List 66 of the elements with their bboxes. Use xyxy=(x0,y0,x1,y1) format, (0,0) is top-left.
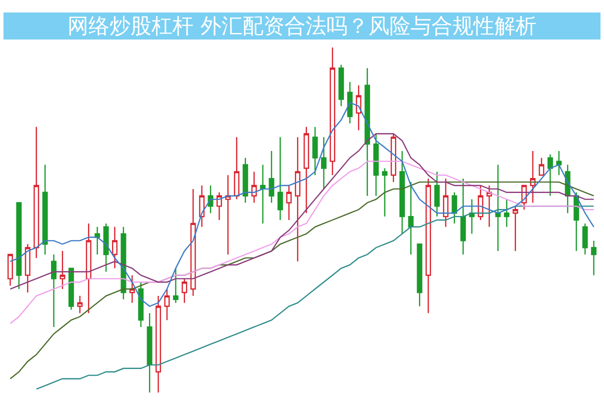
candlestick xyxy=(512,206,518,252)
candlestick xyxy=(460,178,466,256)
candlestick xyxy=(286,184,292,221)
candlestick xyxy=(234,136,240,200)
candlestick xyxy=(225,174,231,256)
candlestick xyxy=(408,181,414,256)
candlestick xyxy=(556,150,562,176)
candlestick xyxy=(24,244,30,294)
candlestick xyxy=(373,133,379,196)
candlestick xyxy=(434,171,440,218)
candlestick xyxy=(582,222,588,256)
candlestick xyxy=(312,126,318,176)
candlestick xyxy=(321,136,327,190)
candlestick xyxy=(504,198,510,228)
candlestick xyxy=(442,178,448,228)
candlestick xyxy=(399,150,405,234)
candlestick xyxy=(452,192,458,224)
candlestick xyxy=(199,184,205,228)
candlestick xyxy=(294,136,300,262)
candlestick xyxy=(68,268,74,310)
candlestick xyxy=(7,254,13,286)
candlestick xyxy=(356,84,362,131)
candlestick xyxy=(347,81,353,124)
candlestick xyxy=(277,136,283,221)
candlestick xyxy=(268,150,274,204)
candlestick xyxy=(538,157,544,176)
candlestick xyxy=(120,226,126,300)
candlestick xyxy=(86,222,92,314)
candlestick xyxy=(60,250,66,290)
candlestick xyxy=(416,244,422,307)
candlestick xyxy=(182,278,188,304)
candlestick xyxy=(103,222,109,272)
candlestick xyxy=(478,184,484,221)
candlestick xyxy=(112,226,118,269)
candlestick xyxy=(426,178,432,314)
candlestick xyxy=(260,164,266,224)
candlestick xyxy=(190,188,196,297)
candlestick xyxy=(495,164,501,252)
candlestick xyxy=(469,198,475,234)
candlestick xyxy=(330,46,336,176)
chart-title: 网络炒股杠杆 外汇配资合法吗？风险与合规性解析 xyxy=(68,14,536,38)
candlestick xyxy=(138,282,144,328)
candlestick xyxy=(251,171,257,204)
candlestick xyxy=(591,240,597,276)
candlestick xyxy=(530,150,536,204)
candlestick xyxy=(164,288,170,321)
candlestick xyxy=(574,192,580,252)
candlestick xyxy=(172,268,178,304)
candlestick xyxy=(547,154,553,196)
candlestick xyxy=(364,68,370,196)
candlestick xyxy=(77,295,83,314)
candlestick xyxy=(216,192,222,221)
candlestick xyxy=(42,164,48,256)
candlestick xyxy=(129,274,135,304)
candlestick xyxy=(390,133,396,183)
candlestick xyxy=(304,126,310,214)
candlestick xyxy=(16,202,22,290)
candlestick xyxy=(338,64,344,107)
candlestick xyxy=(146,312,152,394)
candlestick xyxy=(242,157,248,204)
candlestick xyxy=(51,254,57,328)
candlestick xyxy=(486,184,492,228)
candlestick xyxy=(34,126,40,259)
candlestick xyxy=(382,168,388,218)
candlestick xyxy=(94,226,100,256)
candlestick xyxy=(156,295,162,394)
